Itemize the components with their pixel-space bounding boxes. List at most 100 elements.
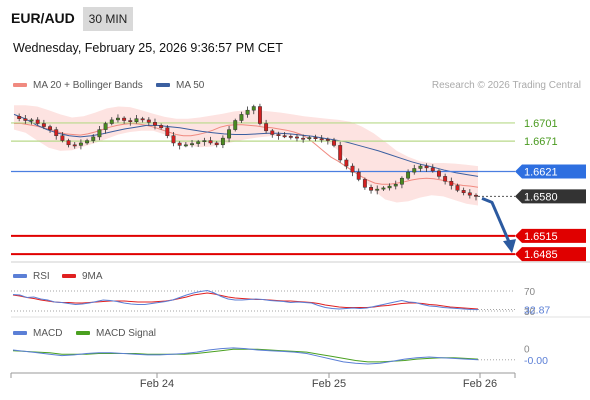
candle-down [325,139,330,141]
ma50-swatch [156,83,170,88]
candle-up [239,114,244,121]
candle-down [208,140,213,144]
candle-down [282,135,287,138]
candle-down [467,192,472,196]
candle-down [146,119,151,123]
candle-up [251,106,256,111]
candle-up [91,136,96,141]
candle-down [424,165,429,169]
rsi-tick-label: 70 [524,287,536,298]
candle-up [220,137,225,146]
candle-up [97,129,102,138]
rsi-line [12,289,479,311]
ma50-line [13,113,479,177]
candle-down [159,125,164,129]
timeframe-badge[interactable]: 30 MIN [83,7,133,31]
legend-ma20-label: MA 20 + Bollinger Bands [33,80,143,91]
candle-up [245,109,250,115]
forecast-arrow-shaft [481,197,512,245]
x-axis-label: Feb 24 [140,378,174,390]
candle-down [338,145,343,161]
candle-down [153,122,157,126]
candle-down [54,129,59,136]
candle-down [23,118,28,121]
macd-last-value: -0.00 [524,355,548,367]
candle-down [41,123,46,127]
candle-up [381,187,386,190]
candle-down [461,190,466,194]
legend-macd-signal: MACD Signal [76,328,156,339]
legend-macd: MACD [13,328,62,339]
rsi-last-value: 32.87 [524,305,550,317]
candle-down [362,179,367,188]
resistance-label: 1.6671 [524,136,558,148]
candle-up [196,141,201,144]
candle-down [332,140,336,146]
candle-up [78,142,83,146]
legend-ma20: MA 20 + Bollinger Bands [13,80,143,91]
candle-down [60,135,65,141]
candle-up [375,188,380,191]
candle-up [399,177,404,185]
candle-up [29,119,34,122]
macd-signal-swatch [76,331,90,336]
candle-up [406,171,411,179]
candle-down [356,171,361,180]
macd-tick-label: 0 [524,345,530,356]
support-label: 1.6485 [524,249,558,261]
candle-up [418,165,423,169]
candle-up [190,143,194,146]
legend-macd-signal-label: MACD Signal [96,328,157,339]
macd-line [12,347,479,365]
legend-ma50: MA 50 [156,80,204,91]
candle-down [66,140,71,146]
rsi-tick-label: 30 [524,307,536,318]
x-axis-label: Feb 26 [463,378,497,390]
support-label-box [515,247,586,262]
candle-down [17,116,22,119]
candle-up [134,118,139,122]
candle-down [313,137,318,139]
legend-rsi-label: RSI [33,271,50,282]
candle-up [387,185,392,189]
candle-down [48,126,52,130]
candle-up [412,168,417,173]
forecast-arrow-head [503,239,516,254]
candle-up [183,144,188,147]
candle-down [369,187,374,191]
candle-down [122,117,127,121]
candle-down [214,142,219,146]
rsi-ma-swatch [62,274,76,279]
candle-up [202,140,207,143]
candle-down [474,194,478,197]
candle-down [430,167,435,172]
macd-swatch [13,331,27,336]
support-label-box [515,228,586,243]
legend-rsi-ma-label: 9MA [82,271,103,282]
candle-up [307,137,312,139]
candle-up [103,123,108,130]
legend-rsi: RSI [13,271,50,282]
candle-up [393,184,398,187]
candle-down [177,142,182,146]
research-credit: Research © 2026 Trading Central [431,80,581,91]
rsi-ma-line [12,292,479,310]
resistance-label: 1.6701 [524,118,558,130]
candle-up [233,120,238,130]
pivot-label: 1.6621 [524,167,558,179]
currency-pair-title: EUR/AUD [11,10,75,26]
candle-down [257,106,262,124]
bollinger-band [14,105,478,206]
candle-down [443,176,448,182]
candle-up [109,119,114,124]
candle-down [128,120,133,122]
candle-down [140,118,145,121]
legend-ma50-label: MA 50 [176,80,205,91]
candle-down [288,136,293,138]
candle-down [72,144,77,147]
last-price-label: 1.6580 [524,191,558,203]
legend-rsi-ma: 9MA [62,271,103,282]
candle-up [115,117,120,121]
candle-down [301,137,306,140]
